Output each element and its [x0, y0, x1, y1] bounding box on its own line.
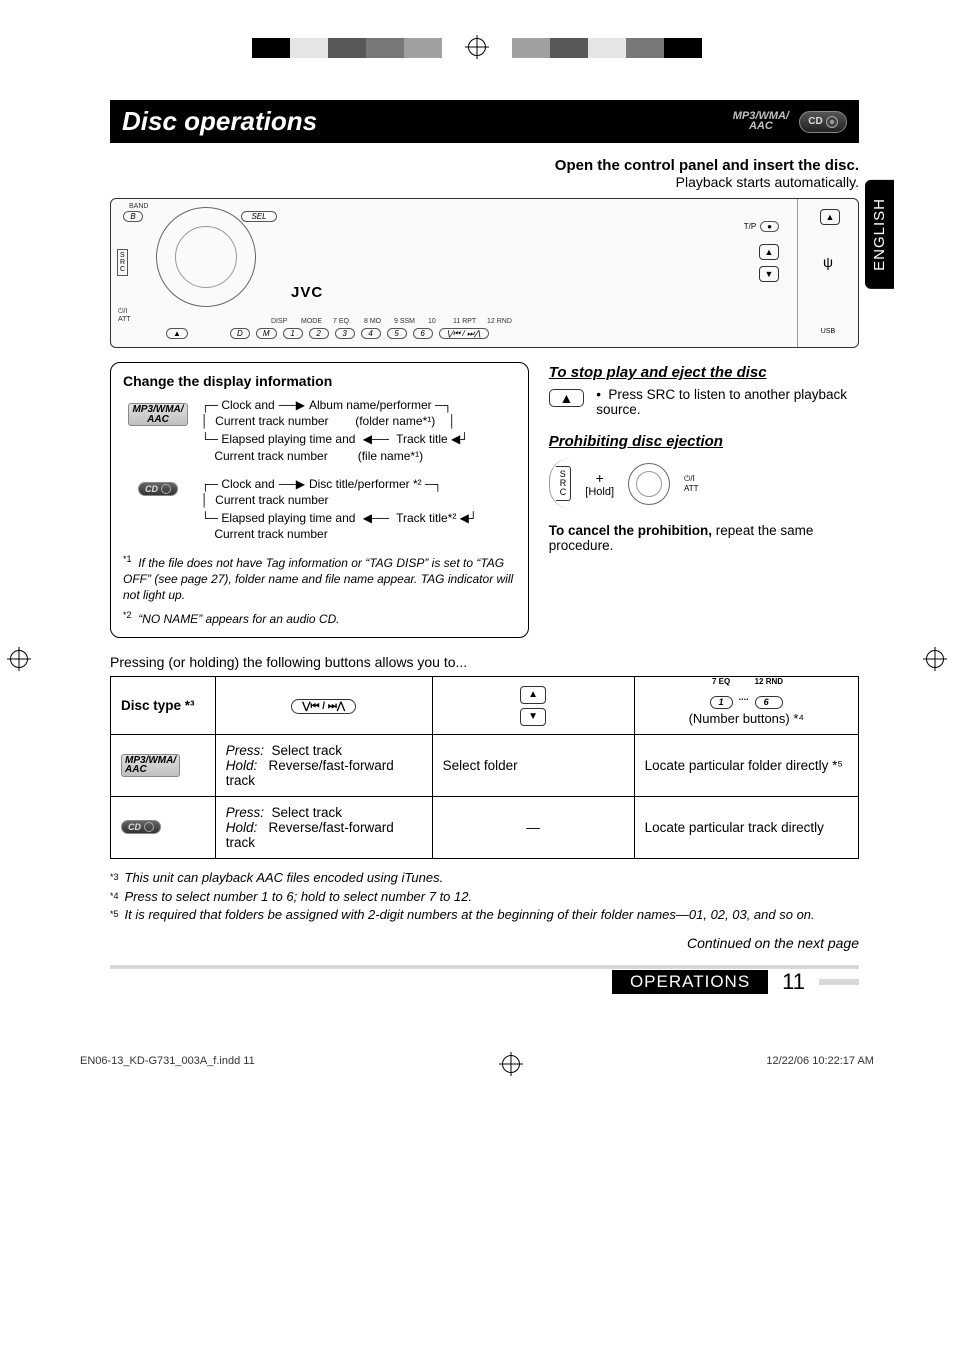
footnote-1: *1 If the file does not have Tag informa… — [123, 553, 516, 604]
registration-mark-icon — [502, 1055, 520, 1073]
rnd-label: 12 RND — [487, 318, 512, 325]
cd-badge: CD — [799, 111, 847, 133]
tp-button: T/P● — [744, 221, 779, 232]
col-skip: ⋁⏮ / ⏭⋀ — [215, 677, 432, 735]
footnote-5: It is required that folders be assigned … — [125, 906, 815, 925]
intro-sub: Playback starts automatically. — [110, 174, 859, 190]
usb-label: USB — [821, 328, 835, 335]
operations-table: Disc type *³ ⋁⏮ / ⏭⋀ ▲▼ 7 EQ1 .... 12 RN… — [110, 676, 859, 859]
n10-label: 10 — [428, 318, 436, 325]
table-row: MP3/WMA/ AAC Press: Select track Hold: R… — [111, 734, 859, 796]
head-unit-diagram: BAND B SEL S R C JVC ⏻/IATT DISP MODE 7 … — [110, 198, 859, 348]
rpt-label: 11 RPT — [453, 318, 476, 325]
continued-text: Continued on the next page — [110, 935, 859, 951]
display-flow-row: └─ Elapsed playing time and ◀── Track ti… — [201, 431, 516, 463]
col-updown: ▲▼ — [432, 677, 634, 735]
mp3-wma-aac-badge: MP3/WMA/ AAC — [121, 754, 180, 777]
ssm-label: 9 SSM — [394, 318, 415, 325]
att-label: ⏻/IATT — [684, 474, 699, 493]
section-title-bar: Disc operations MP3/WMA/AAC CD — [110, 100, 859, 143]
cd-badge: CD — [121, 820, 161, 834]
page-number: 11 — [782, 969, 805, 995]
display-flow-row: ┌─ Clock and──▶Disc title/performer *² ─… — [201, 476, 516, 508]
intro-bold: Open the control panel and insert the di… — [110, 157, 859, 174]
table-lead-text: Pressing (or holding) the following butt… — [110, 654, 859, 670]
down-button-icon: ▼ — [759, 266, 779, 282]
eject-icon: ▲ — [166, 328, 188, 339]
stop-eject-heading: To stop play and eject the disc — [549, 364, 859, 381]
col-numbers: 7 EQ1 .... 12 RND6 (Number buttons) *⁴ — [634, 677, 858, 735]
footnote-3: This unit can playback AAC files encoded… — [125, 869, 444, 888]
eject-icon: ▲ — [820, 209, 840, 225]
band-label: BAND — [129, 203, 148, 210]
change-display-heading: Change the display information — [123, 373, 516, 389]
section-label: OPERATIONS — [612, 970, 768, 994]
print-slug: EN06-13_KD-G731_003A_f.indd 11 12/22/06 … — [10, 1055, 944, 1073]
eq-label: 7 EQ — [333, 318, 349, 325]
usb-icon: ψ — [823, 254, 833, 270]
table-row: CD Press: Select track Hold: Reverse/fas… — [111, 796, 859, 858]
hold-label: [Hold] — [585, 486, 614, 498]
eject-button-icon: ▲ — [549, 389, 584, 407]
dial-icon — [628, 463, 670, 505]
registration-mark-icon — [468, 38, 486, 56]
src-button-icon: S R C — [556, 466, 572, 501]
page-title: Disc operations — [122, 106, 317, 137]
mode-label: MODE — [301, 318, 322, 325]
page-footer: OPERATIONS 11 — [110, 965, 859, 995]
col-disc-type: Disc type *³ — [111, 677, 216, 735]
print-color-bars — [0, 0, 954, 60]
up-button-icon: ▲ — [759, 244, 779, 260]
down-icon: ▼ — [520, 708, 546, 726]
skip-buttons: ⋁⏮ / ⏭⋀ — [439, 328, 489, 339]
display-flow-row: ┌─ Clock and──▶Album name/performer ─┐│ … — [201, 397, 516, 429]
brand-label: JVC — [291, 284, 323, 301]
mp3-wma-aac-badge: MP3/WMA/ AAC — [123, 395, 193, 426]
disp-label: DISP — [271, 318, 287, 325]
intro-text: Open the control panel and insert the di… — [110, 157, 859, 190]
cd-badge: CD — [123, 474, 193, 496]
cancel-prohibition-text: To cancel the prohibition, repeat the sa… — [549, 523, 859, 553]
prohibit-heading: Prohibiting disc ejection — [549, 433, 859, 450]
print-file: EN06-13_KD-G731_003A_f.indd 11 — [80, 1055, 255, 1073]
prohibit-diagram: S R C + [Hold] ⏻/IATT — [549, 458, 859, 509]
footnote-2: *2 “NO NAME” appears for an audio CD. — [123, 609, 516, 627]
volume-dial-icon — [156, 207, 256, 307]
mo-label: 8 MO — [364, 318, 381, 325]
stop-eject-text: • Press SRC to listen to another playbac… — [596, 387, 859, 417]
up-icon: ▲ — [520, 686, 546, 704]
display-flow-row: └─ Elapsed playing time and ◀── Track ti… — [201, 510, 516, 542]
change-display-box: Change the display information MP3/WMA/ … — [110, 362, 529, 638]
att-label: ⏻/IATT — [118, 308, 131, 323]
src-button: S R C — [117, 249, 128, 276]
mp3-wma-aac-badge: MP3/WMA/AAC — [733, 112, 789, 132]
print-date: 12/22/06 10:22:17 AM — [766, 1055, 874, 1073]
footnotes-block: *3This unit can playback AAC files encod… — [110, 869, 859, 926]
footnote-4: Press to select number 1 to 6; hold to s… — [125, 888, 473, 907]
